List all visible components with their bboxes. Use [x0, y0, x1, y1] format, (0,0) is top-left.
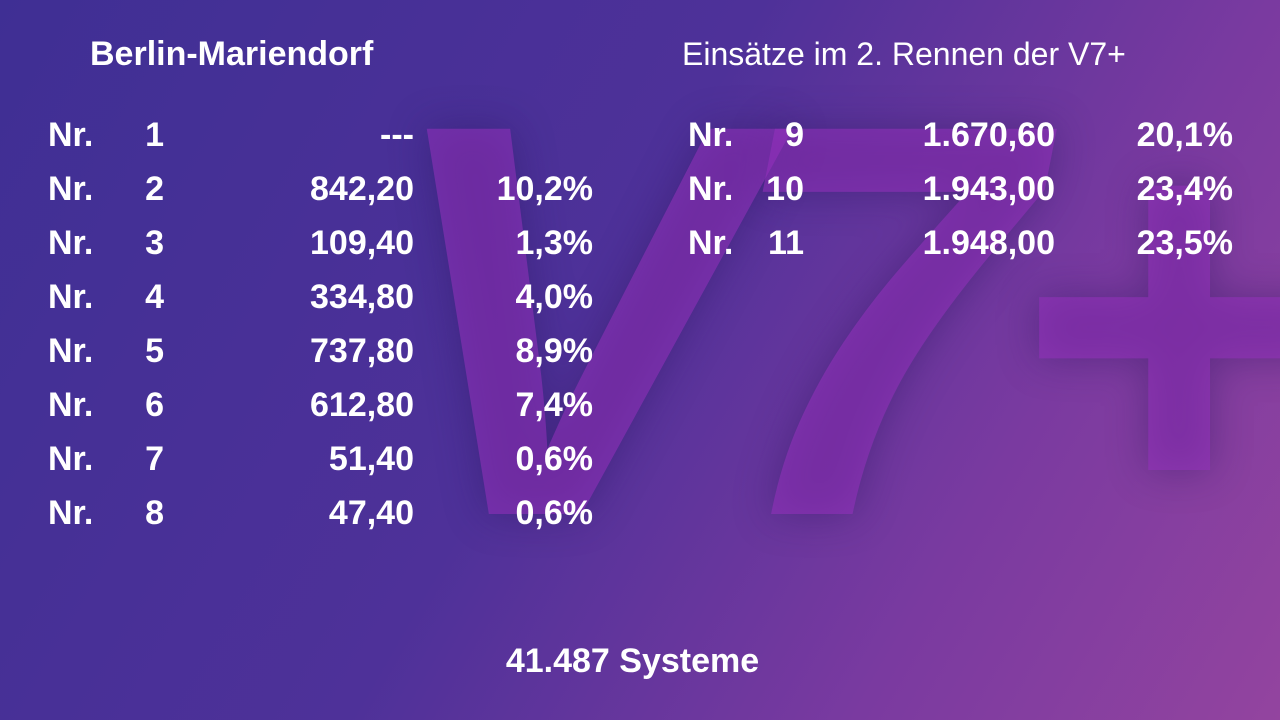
row-prefix: Nr. — [48, 494, 94, 532]
row-share: 23,5% — [1136, 224, 1233, 262]
row-prefix: Nr. — [688, 224, 734, 262]
row-amount: 842,20 — [310, 170, 414, 208]
row-share: 4,0% — [515, 278, 594, 316]
row-amount: 737,80 — [310, 332, 414, 370]
row-prefix: Nr. — [688, 116, 734, 154]
venue: Berlin-Mariendorf — [90, 35, 374, 73]
row-prefix: Nr. — [48, 116, 94, 154]
row-amount: 51,40 — [328, 440, 414, 478]
footer: 41.487 Systeme — [505, 642, 760, 680]
row-amount: 334,80 — [310, 278, 414, 316]
row-number: 7 — [145, 440, 164, 478]
row-share: 7,4% — [515, 386, 594, 424]
row-prefix: Nr. — [48, 386, 94, 424]
row-number: 4 — [145, 278, 164, 316]
row-prefix: Nr. — [48, 332, 94, 370]
row-prefix: Nr. — [48, 278, 94, 316]
logo-watermark: V7+ — [380, 7, 1280, 633]
row-number: 1 — [145, 116, 164, 154]
row-amount: 47,40 — [328, 494, 414, 532]
row-prefix: Nr. — [48, 440, 94, 478]
row-amount: 109,40 — [310, 224, 414, 262]
row-amount: 612,80 — [310, 386, 414, 424]
row-prefix: Nr. — [688, 170, 734, 208]
row-share: 0,6% — [515, 494, 594, 532]
row-share: 8,9% — [515, 332, 594, 370]
row-amount: 1.948,00 — [922, 224, 1055, 262]
row-number: 8 — [145, 494, 164, 532]
row-amount: 1.943,00 — [922, 170, 1055, 208]
row-amount: 1.670,60 — [922, 116, 1055, 154]
row-number: 2 — [145, 170, 164, 208]
row-share: 10,2% — [496, 170, 593, 208]
row-number: 6 — [145, 386, 164, 424]
row-number: 5 — [145, 332, 164, 370]
row-number: 10 — [766, 170, 804, 208]
row-prefix: Nr. — [48, 170, 94, 208]
row-share: 23,4% — [1136, 170, 1233, 208]
row-prefix: Nr. — [48, 224, 94, 262]
row-share: 1,3% — [515, 224, 594, 262]
row-number: 11 — [768, 224, 804, 262]
row-number: 9 — [785, 116, 804, 154]
row-number: 3 — [145, 224, 164, 262]
row-amount: --- — [380, 116, 414, 154]
row-share: 20,1% — [1136, 116, 1233, 154]
title: Einsätze im 2. Rennen der V7+ — [682, 36, 1126, 72]
row-share: 0,6% — [515, 440, 594, 478]
